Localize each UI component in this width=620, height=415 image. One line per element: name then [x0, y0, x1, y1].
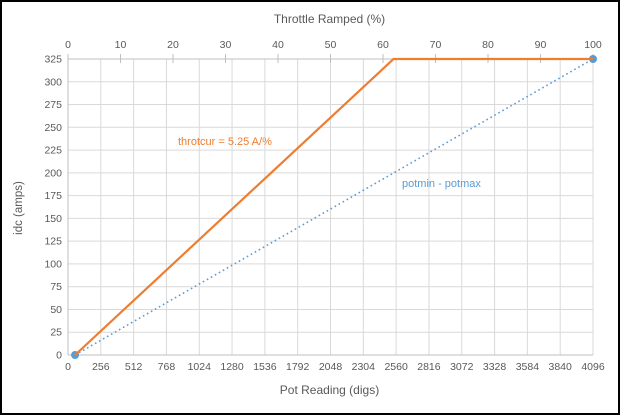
left-axis-tick-label: 125 — [44, 236, 62, 248]
bottom-axis-tick-label: 3072 — [450, 361, 474, 373]
series-annotation-potmin-potmax: potmin - potmax — [402, 178, 481, 190]
bottom-axis-tick-label: 1280 — [220, 361, 244, 373]
bottom-axis-tick-label: 3584 — [516, 361, 540, 373]
bottom-axis-tick-label: 0 — [65, 361, 71, 373]
left-axis-tick-label: 225 — [44, 145, 62, 157]
top-axis-tick-label: 10 — [115, 39, 127, 51]
top-axis-tick-label: 30 — [220, 39, 232, 51]
bottom-axis-tick-label: 768 — [158, 361, 176, 373]
left-axis-title: idc (amps) — [13, 181, 25, 235]
left-axis-tick-label: 275 — [44, 99, 62, 111]
left-axis-tick-label: 50 — [50, 304, 62, 316]
left-axis-tick-label: 150 — [44, 213, 62, 225]
bottom-axis-tick-label: 2816 — [417, 361, 441, 373]
bottom-axis-tick-label: 4096 — [581, 361, 605, 373]
left-axis-tick-label: 250 — [44, 122, 62, 134]
bottom-axis-tick-label: 1536 — [253, 361, 277, 373]
bottom-axis-tick-label: 1792 — [286, 361, 310, 373]
top-axis-tick-label: 80 — [482, 39, 494, 51]
left-axis-tick-label: 325 — [44, 54, 62, 66]
top-axis-tick-label: 100 — [584, 39, 602, 51]
left-axis-tick-label: 75 — [50, 281, 62, 293]
series-annotation-throtcur: throtcur = 5.25 A/% — [178, 136, 272, 148]
left-axis-tick-label: 175 — [44, 190, 62, 202]
left-axis-tick-label: 200 — [44, 167, 62, 179]
top-axis-tick-label: 70 — [430, 39, 442, 51]
left-axis-tick-label: 100 — [44, 258, 62, 270]
top-axis-tick-label: 90 — [535, 39, 547, 51]
bottom-axis-title: Pot Reading (digs) — [279, 383, 380, 397]
bottom-axis-tick-label: 256 — [92, 361, 110, 373]
left-axis-tick-label: 0 — [56, 350, 62, 362]
bottom-axis-tick-label: 1024 — [188, 361, 212, 373]
bottom-axis-tick-label: 3840 — [549, 361, 573, 373]
bottom-axis-tick-label: 2560 — [384, 361, 408, 373]
bottom-axis-tick-label: 512 — [125, 361, 143, 373]
top-axis-tick-label: 20 — [167, 39, 179, 51]
top-axis-tick-label: 40 — [272, 39, 284, 51]
bottom-axis-tick-label: 3328 — [483, 361, 507, 373]
top-axis-tick-label: 0 — [65, 39, 71, 51]
series-line-throtcur — [74, 57, 593, 356]
left-axis-tick-label: 300 — [44, 76, 62, 88]
series-line-potmin-potmax — [74, 58, 594, 356]
bottom-axis-tick-label: 2048 — [319, 361, 343, 373]
left-axis-tick-label: 25 — [50, 327, 62, 339]
top-axis-title: Throttle Ramped (%) — [273, 12, 386, 26]
top-axis-tick-label: 60 — [377, 39, 389, 51]
top-axis-tick-label: 50 — [325, 39, 337, 51]
bottom-axis-tick-label: 2304 — [352, 361, 376, 373]
